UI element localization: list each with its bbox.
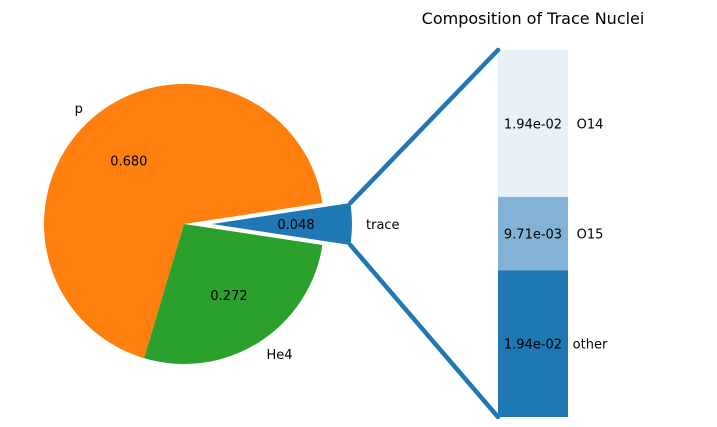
bar-category-label-other: other	[573, 338, 608, 353]
connector-lines	[348, 47, 501, 420]
bar-segment-other	[498, 270, 568, 417]
connector-line-top	[348, 47, 501, 206]
bar-value-label-O15: 9.71e-03	[504, 228, 562, 243]
pie-label-He4: He4	[267, 348, 293, 363]
pie-value-label-p: 0.680	[110, 155, 147, 170]
bar-category-label-O14: O14	[577, 117, 604, 132]
pie-chart	[44, 83, 352, 364]
pie-value-label-trace: 0.048	[277, 218, 314, 233]
pie-slice-He4	[144, 224, 323, 364]
pie-slice-p	[44, 83, 323, 359]
bar-segment-O14	[498, 50, 568, 197]
pie-label-p: p	[75, 102, 83, 117]
pie-value-label-He4: 0.272	[210, 289, 247, 304]
bar-category-label-O15: O15	[577, 228, 604, 243]
bar-value-label-other: 1.94e-02	[504, 338, 562, 353]
bar-segment-O15	[498, 196, 568, 271]
pie-label-trace: trace	[366, 218, 400, 233]
bar-title: Composition of Trace Nuclei	[422, 9, 645, 28]
bar-value-label-O14: 1.94e-02	[504, 117, 562, 132]
stacked-bar-chart	[498, 50, 568, 417]
connector-line-bottom	[348, 242, 501, 420]
pie-slice-trace	[212, 202, 352, 246]
